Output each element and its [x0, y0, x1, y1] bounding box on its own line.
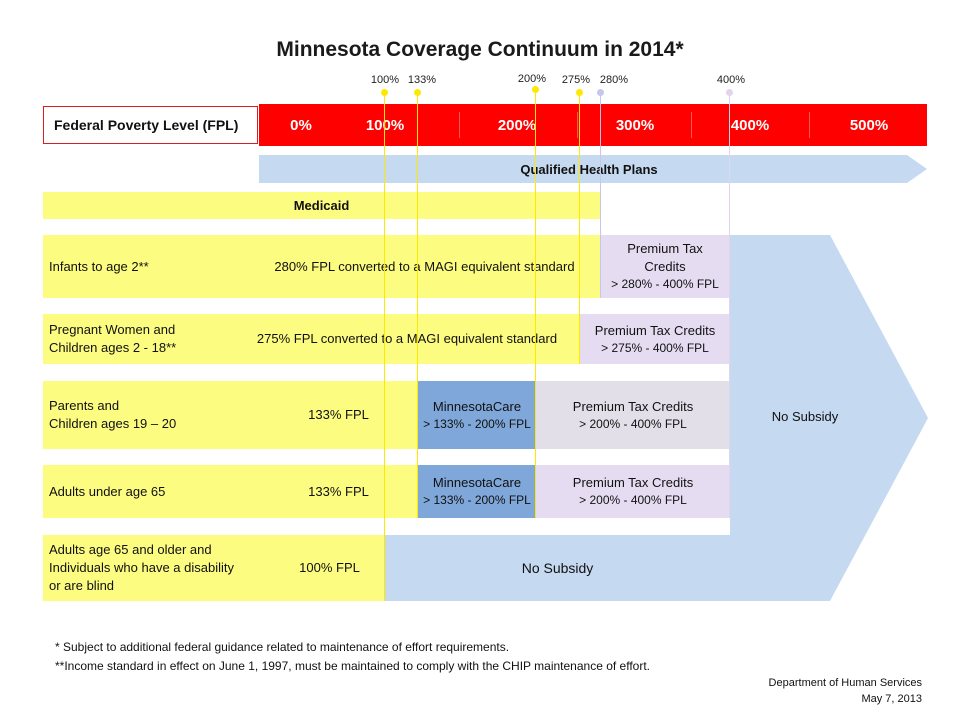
marker-line-200: [535, 90, 536, 518]
ptc-label-line2: Credits: [644, 259, 686, 274]
fpl-tick-500: 500%: [849, 117, 889, 134]
marker-line-275: [579, 94, 580, 364]
medicaid-standard: 133% FPL: [308, 407, 369, 422]
minnesotacare-adults: MinnesotaCare > 133% - 200% FPL: [418, 465, 536, 518]
fpl-tick-0: 0%: [290, 117, 312, 134]
fpl-tick-400: 400%: [730, 117, 770, 134]
ptc-range: > 200% - 400% FPL: [579, 493, 687, 507]
row-adults-under-65: Adults under age 65 133% FPL: [43, 465, 418, 518]
chart-title: Minnesota Coverage Continuum in 2014*: [276, 38, 684, 61]
medicaid-standard: 100% FPL: [299, 560, 360, 575]
row-infants: Infants to age 2** 280% FPL converted to…: [43, 235, 600, 298]
marker-label-133: 133%: [407, 74, 437, 86]
marker-label-100: 100%: [370, 74, 400, 86]
fpl-tick-200: 200%: [497, 117, 537, 134]
row-pregnant-children: Pregnant Women and Children ages 2 - 18*…: [43, 314, 580, 364]
marker-label-200: 200%: [517, 73, 547, 85]
no-subsidy-label: No Subsidy: [771, 409, 839, 424]
premium-tax-credits-adults: Premium Tax Credits > 200% - 400% FPL: [536, 465, 730, 518]
medicaid-standard: 275% FPL converted to a MAGI equivalent …: [256, 331, 558, 346]
medicaid-standard: 133% FPL: [308, 483, 369, 499]
source-department: Department of Human Services: [768, 677, 922, 689]
marker-line-280: [600, 94, 601, 298]
ptc-label: Premium Tax Credits: [572, 398, 694, 414]
group-label-line1: Parents and: [49, 398, 120, 413]
group-label-line2: Children ages 2 - 18**: [49, 340, 177, 355]
ptc-range: > 275% - 400% FPL: [601, 340, 709, 355]
group-label-line3: or are blind: [49, 578, 115, 593]
marker-dot-400: [726, 89, 733, 96]
marker-dot-100: [381, 89, 388, 96]
fpl-tick-300: 300%: [615, 117, 655, 134]
marker-label-400: 400%: [716, 74, 746, 86]
footnote-2: **Income standard in effect on June 1, 1…: [55, 659, 651, 673]
marker-line-100: [384, 94, 385, 601]
group-label: Infants to age 2**: [49, 258, 149, 274]
premium-tax-credits-parents: Premium Tax Credits > 200% - 400% FPL: [536, 381, 730, 449]
minnesotacare-parents: MinnesotaCare > 133% - 200% FPL: [418, 381, 536, 449]
ptc-range: > 280% - 400% FPL: [611, 277, 719, 291]
source-date: May 7, 2013: [861, 693, 922, 705]
row-adults-65-disabled: Adults age 65 and older and Individuals …: [43, 535, 385, 601]
group-label: Adults under age 65: [49, 483, 166, 499]
group-label-line1: Pregnant Women and: [49, 322, 176, 337]
no-subsidy-row5: No Subsidy: [385, 535, 730, 601]
medicaid-header: Medicaid: [43, 192, 600, 219]
fpl-row-label: Federal Poverty Level (FPL): [43, 106, 258, 144]
ptc-range: > 200% - 400% FPL: [579, 416, 687, 431]
premium-tax-credits-infants: Premium Tax Credits > 280% - 400% FPL: [600, 235, 730, 298]
ptc-label-line1: Premium Tax: [627, 241, 703, 256]
group-label-line1: Adults age 65 and older and: [49, 542, 212, 557]
footnote-1: * Subject to additional federal guidance…: [55, 640, 510, 654]
marker-line-400: [729, 94, 730, 518]
premium-tax-credits-pregnant: Premium Tax Credits > 275% - 400% FPL: [580, 314, 730, 364]
group-label-line2: Individuals who have a disability: [49, 560, 234, 575]
marker-line-133: [417, 94, 418, 518]
ptc-label: Premium Tax Credits: [594, 322, 716, 338]
fpl-tick-100: 100%: [365, 117, 405, 134]
marker-label-275: 275%: [561, 74, 591, 86]
fpl-bar: 0% 100% 200% 300% 400% 500%: [259, 104, 927, 146]
mncare-label: MinnesotaCare: [432, 475, 522, 490]
marker-label-280: 280%: [599, 74, 629, 86]
qhp-arrow: [259, 155, 927, 183]
mncare-range: > 133% - 200% FPL: [423, 416, 531, 431]
row-parents: Parents and Children ages 19 – 20 133% F…: [43, 381, 418, 449]
qhp-label: Qualified Health Plans: [520, 161, 658, 177]
mncare-label: MinnesotaCare: [432, 398, 522, 414]
mncare-range: > 133% - 200% FPL: [423, 493, 531, 507]
ptc-label: Premium Tax Credits: [572, 475, 694, 490]
medicaid-standard: 280% FPL converted to a MAGI equivalent …: [274, 258, 575, 274]
marker-dot-280: [597, 89, 604, 96]
marker-dot-133: [414, 89, 421, 96]
group-label-line2: Children ages 19 – 20: [49, 416, 177, 431]
marker-dot-275: [576, 89, 583, 96]
marker-dot-200: [532, 86, 539, 93]
